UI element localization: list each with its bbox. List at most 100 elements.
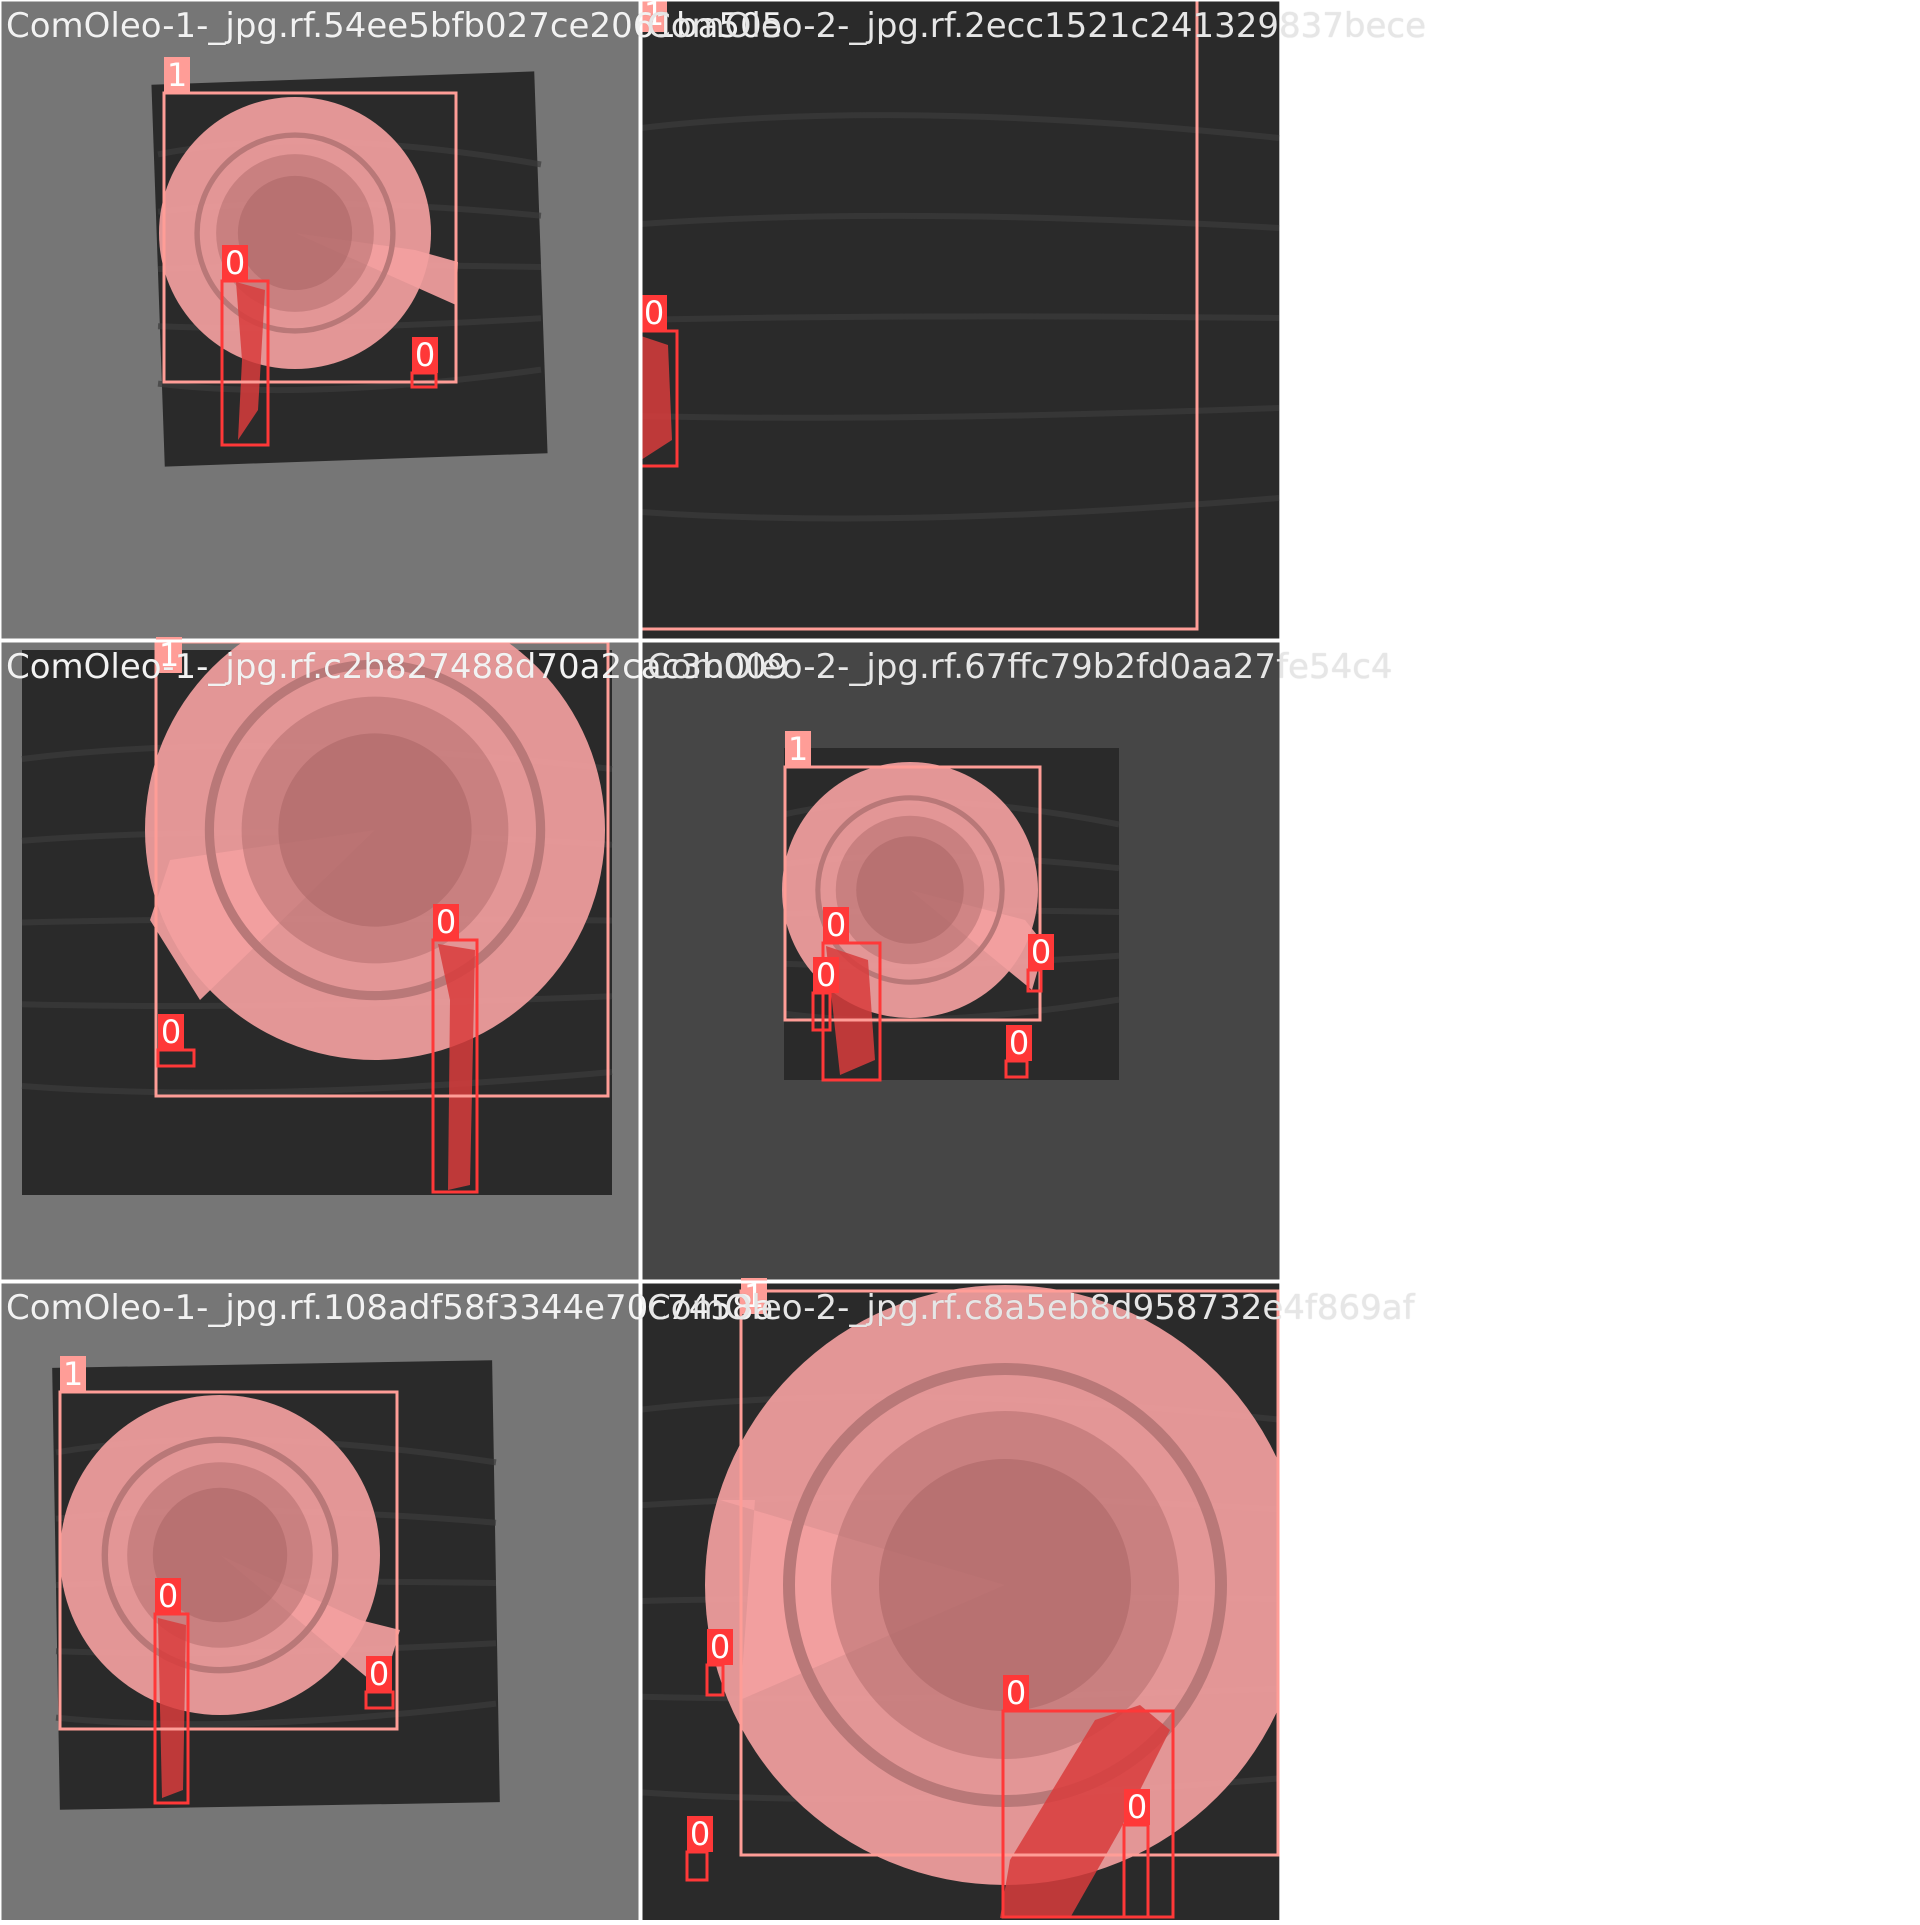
class-label-bg: [222, 245, 248, 281]
defect-mask: [158, 1618, 186, 1798]
class-label-bg: [741, 1278, 767, 1314]
class-label: 0: [816, 956, 836, 994]
tile-content: [151, 71, 548, 467]
mosaic-tile: [0, 1282, 640, 1922]
class-label: 0: [436, 903, 456, 941]
tile-content: [21, 641, 613, 1195]
cap-ring-outer: [204, 659, 546, 1001]
tile-content: [641, 0, 1280, 640]
class-label-bg: [433, 904, 459, 940]
class-label: 1: [159, 636, 179, 674]
detection-box: 0: [364, 1655, 395, 1710]
class-label: 1: [63, 1355, 83, 1393]
defect-mask: [1000, 1705, 1170, 1918]
mosaic-tile: [0, 0, 640, 640]
mosaic-tile: [0, 641, 640, 1281]
detection-box: 0: [220, 244, 270, 447]
photo-texture: [641, 313, 1280, 323]
cap-center: [152, 1487, 288, 1623]
class-label: 0: [644, 294, 664, 332]
defect-mask: [641, 336, 672, 460]
detection-box: 1: [58, 1355, 399, 1731]
class-label: 0: [1009, 1024, 1029, 1062]
class-label: 0: [161, 1013, 181, 1051]
class-label-bg: [412, 337, 438, 373]
mosaic-tile: [641, 1282, 1281, 1922]
cap-center: [856, 836, 964, 944]
detection-box: 0: [639, 294, 679, 468]
class-label: 0: [1006, 1674, 1026, 1712]
tile-content: [52, 1360, 500, 1810]
photo-texture: [641, 112, 1280, 141]
photo-texture: [157, 366, 542, 394]
class-label-bg: [641, 0, 667, 32]
detection-box: 0: [685, 1815, 713, 1882]
cap-ring-outer: [101, 1436, 339, 1674]
detection-box: 0: [705, 1628, 733, 1697]
class-label-bg: [1028, 934, 1054, 970]
cap-ring-outer: [194, 132, 396, 334]
cap-center: [237, 175, 353, 291]
bounding-box: [58, 1390, 399, 1731]
class-label-bg: [1006, 1025, 1032, 1061]
detection-box: 0: [1122, 1788, 1150, 1919]
class-label: 0: [225, 244, 245, 282]
class-label: 0: [369, 1655, 389, 1693]
detection-box: 0: [410, 336, 438, 389]
defect-mask: [438, 944, 475, 1190]
class-label-bg: [164, 57, 190, 93]
class-label-bg: [707, 1629, 733, 1665]
class-label-bg: [813, 957, 839, 993]
class-label-bg: [1124, 1789, 1150, 1825]
class-label: 0: [690, 1815, 710, 1853]
photo-texture: [21, 1069, 613, 1096]
class-label-bg: [60, 1356, 86, 1392]
class-label: 0: [158, 1577, 178, 1615]
mosaic-tile: [641, 641, 1281, 1281]
bounding-box: [783, 765, 1042, 1022]
defect-mask: [236, 282, 265, 440]
cap-ring-outer: [783, 1363, 1227, 1807]
detection-box: 0: [431, 903, 479, 1194]
class-label-bg: [641, 295, 667, 331]
cap-center: [879, 1459, 1131, 1711]
photo-texture: [641, 212, 1280, 231]
detection-box: 0: [153, 1577, 190, 1805]
detection-box: 1: [739, 1277, 1280, 1857]
class-label: 1: [744, 1277, 764, 1315]
detection-box: 1: [783, 730, 1042, 1022]
photo-texture: [641, 495, 1280, 522]
class-label: 1: [788, 730, 808, 768]
class-label: 0: [415, 336, 435, 374]
cap-center: [278, 733, 472, 927]
class-label: 0: [710, 1628, 730, 1666]
detection-box: 0: [1001, 1674, 1175, 1919]
photo-texture: [55, 1700, 497, 1728]
photo-texture: [641, 405, 1280, 421]
detection-box: 0: [156, 1013, 196, 1068]
class-label: 1: [167, 56, 187, 94]
detection-box: 0: [1004, 1024, 1032, 1079]
mosaic-tile: [641, 0, 1281, 640]
cap-ring-outer: [815, 795, 1005, 985]
class-label-bg: [687, 1816, 713, 1852]
class-label-bg: [155, 1578, 181, 1614]
bounding-box: [739, 1289, 1280, 1857]
bounding-box: [162, 91, 458, 384]
detection-box: 0: [1026, 933, 1054, 993]
bounding-box: [821, 941, 882, 1082]
detection-box: 1: [162, 56, 458, 384]
class-label: 0: [1127, 1788, 1147, 1826]
detection-box: 0: [821, 906, 882, 1082]
detection-box: 0: [811, 956, 839, 1032]
class-label: 0: [826, 906, 846, 944]
class-label-bg: [156, 637, 182, 673]
class-label-bg: [1003, 1675, 1029, 1711]
class-label-bg: [158, 1014, 184, 1050]
class-label-bg: [366, 1656, 392, 1692]
class-label-bg: [785, 731, 811, 767]
class-label: 0: [1031, 933, 1051, 971]
tile-content: [782, 748, 1120, 1080]
